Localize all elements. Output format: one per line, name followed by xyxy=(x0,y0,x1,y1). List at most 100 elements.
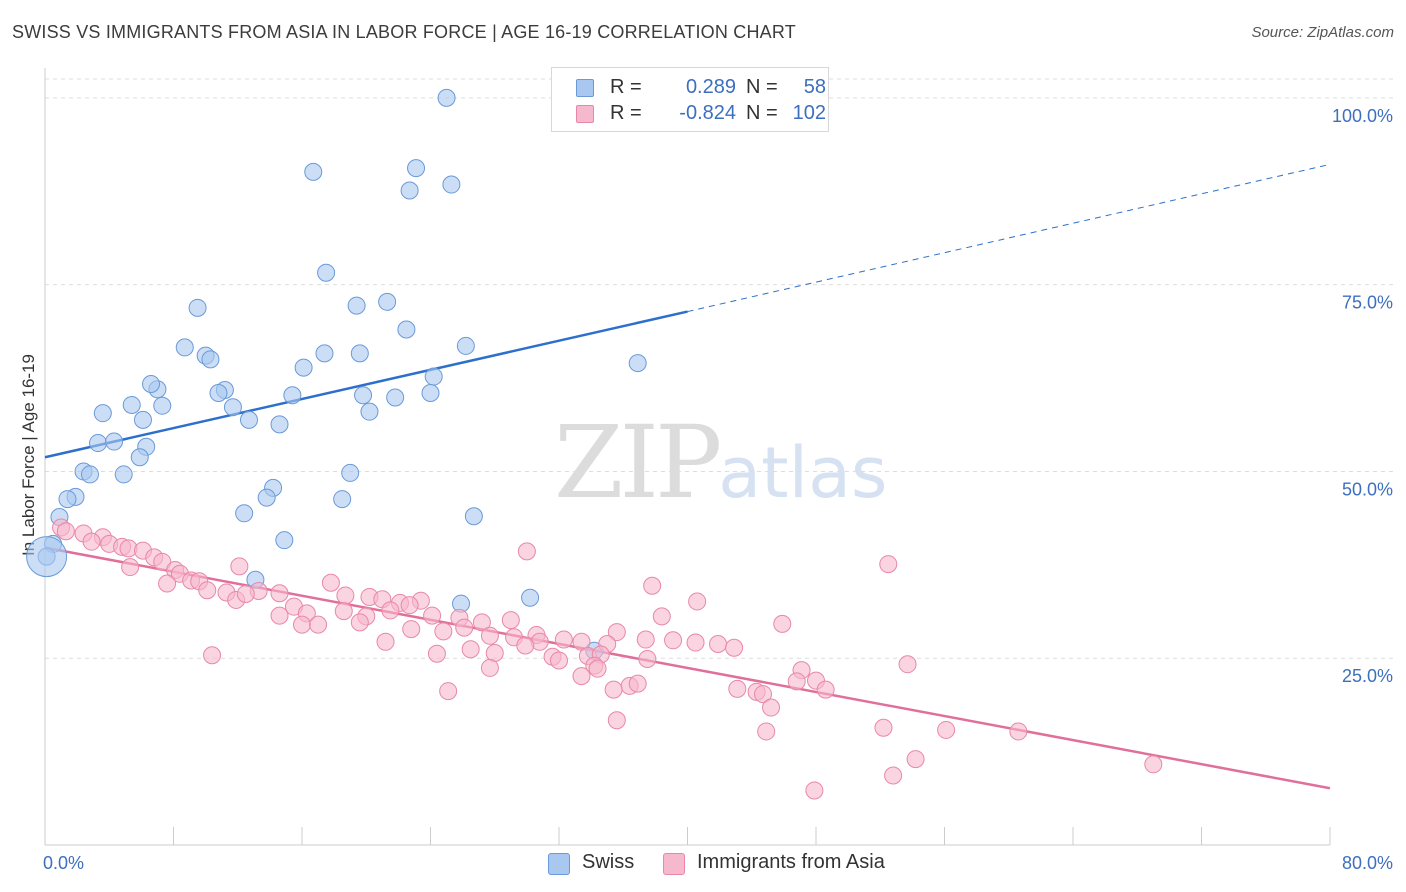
asia-point xyxy=(455,618,474,637)
swiss-point xyxy=(347,296,366,315)
swiss-point xyxy=(294,358,313,377)
swiss-point xyxy=(283,386,302,405)
asia-point xyxy=(402,620,421,639)
asia-point xyxy=(461,640,480,659)
asia-point xyxy=(554,630,573,649)
y-tick-label: 50.0% xyxy=(1342,479,1393,499)
swiss-point xyxy=(315,344,334,363)
asia-trend-line xyxy=(44,546,1331,790)
swiss-point xyxy=(378,292,397,311)
swiss-point xyxy=(89,434,108,453)
asia-point xyxy=(198,581,217,600)
chart-source: Source: ZipAtlas.com xyxy=(1251,24,1394,41)
legend-r-value-swiss: 0.289 xyxy=(685,76,736,98)
swiss-point xyxy=(317,263,336,282)
y-tick-label: 100.0% xyxy=(1332,106,1393,126)
swiss-point xyxy=(93,404,112,423)
asia-point xyxy=(874,718,893,737)
swiss-point xyxy=(360,402,379,421)
asia-point xyxy=(628,674,647,693)
watermark-atlas: atlas xyxy=(718,432,888,514)
asia-point xyxy=(56,522,75,541)
swiss-point xyxy=(421,383,440,402)
asia-point xyxy=(816,680,835,699)
asia-point xyxy=(236,584,255,603)
watermark: ZIPatlas xyxy=(554,404,887,521)
legend-n-value-asia: 102 xyxy=(792,102,826,124)
y-tick-label: 75.0% xyxy=(1342,293,1393,313)
asia-point xyxy=(906,750,925,769)
asia-point xyxy=(787,672,806,691)
y-tick-label: 25.0% xyxy=(1342,666,1393,686)
swiss-point xyxy=(239,410,258,429)
swiss-point xyxy=(275,531,294,550)
asia-point xyxy=(898,655,917,674)
swiss-point xyxy=(130,448,149,467)
asia-point xyxy=(709,635,728,654)
swiss-point xyxy=(521,588,540,607)
asia-point xyxy=(501,611,520,630)
asia-point xyxy=(588,659,607,678)
asia-point xyxy=(270,584,289,603)
asia-point xyxy=(607,623,626,642)
swiss-point xyxy=(209,383,228,402)
swiss-point xyxy=(133,410,152,429)
data-points xyxy=(26,88,1163,800)
bottom-legend-swatch-asia xyxy=(663,853,685,875)
asia-point xyxy=(423,606,442,625)
asia-point xyxy=(321,573,340,592)
asia-point xyxy=(1144,755,1163,774)
correlation-legend: R = 0.289 N = 58 R = -0.824 N = 102 xyxy=(551,67,829,132)
legend-r-label: R = xyxy=(610,102,642,124)
swiss-point xyxy=(175,338,194,357)
asia-point xyxy=(309,615,328,634)
asia-point xyxy=(472,613,491,632)
swiss-point xyxy=(270,415,289,434)
grid-lines xyxy=(45,78,1395,659)
asia-point xyxy=(203,646,222,665)
swiss-point xyxy=(397,320,416,339)
asia-point xyxy=(153,552,172,571)
legend-n-label: N = xyxy=(746,102,778,124)
asia-point xyxy=(688,592,707,611)
asia-point xyxy=(686,633,705,652)
asia-point xyxy=(516,636,535,655)
swiss-point xyxy=(304,162,323,181)
watermark-zip: ZIP xyxy=(554,404,722,521)
bottom-legend-swatch-swiss xyxy=(548,853,570,875)
asia-point xyxy=(517,542,536,561)
swiss-point xyxy=(628,354,647,373)
legend-r-label: R = xyxy=(610,76,642,98)
axes xyxy=(44,68,1331,846)
chart-title: SWISS VS IMMIGRANTS FROM ASIA IN LABOR F… xyxy=(12,22,796,42)
swiss-point xyxy=(386,388,405,407)
asia-point xyxy=(607,711,626,730)
asia-point xyxy=(643,576,662,595)
legend-n-label: N = xyxy=(746,76,778,98)
bottom-legend-label-swiss: Swiss xyxy=(582,851,635,873)
swiss-point xyxy=(122,395,141,414)
asia-point xyxy=(121,558,140,577)
asia-point xyxy=(439,682,458,701)
swiss-point xyxy=(80,465,99,484)
swiss-point xyxy=(437,88,456,107)
asia-point xyxy=(480,626,499,645)
swiss-point xyxy=(58,490,77,509)
swiss-point xyxy=(400,181,419,200)
y-axis-label: In Labor Force | Age 16-19 xyxy=(19,354,38,556)
asia-point xyxy=(350,613,369,632)
swiss-point xyxy=(153,396,172,415)
swiss-trend-extension xyxy=(687,163,1331,313)
asia-point xyxy=(400,596,419,615)
asia-point xyxy=(485,643,504,662)
swiss-trend-line xyxy=(44,310,688,459)
x-tick-label: 0.0% xyxy=(43,853,84,873)
asia-point xyxy=(937,720,956,739)
asia-point xyxy=(376,632,395,651)
asia-point xyxy=(293,615,311,634)
asia-point xyxy=(434,622,453,641)
legend-swatch-swiss xyxy=(576,79,594,97)
asia-point xyxy=(572,667,591,686)
asia-point xyxy=(270,606,289,625)
swiss-point-large xyxy=(26,536,68,578)
